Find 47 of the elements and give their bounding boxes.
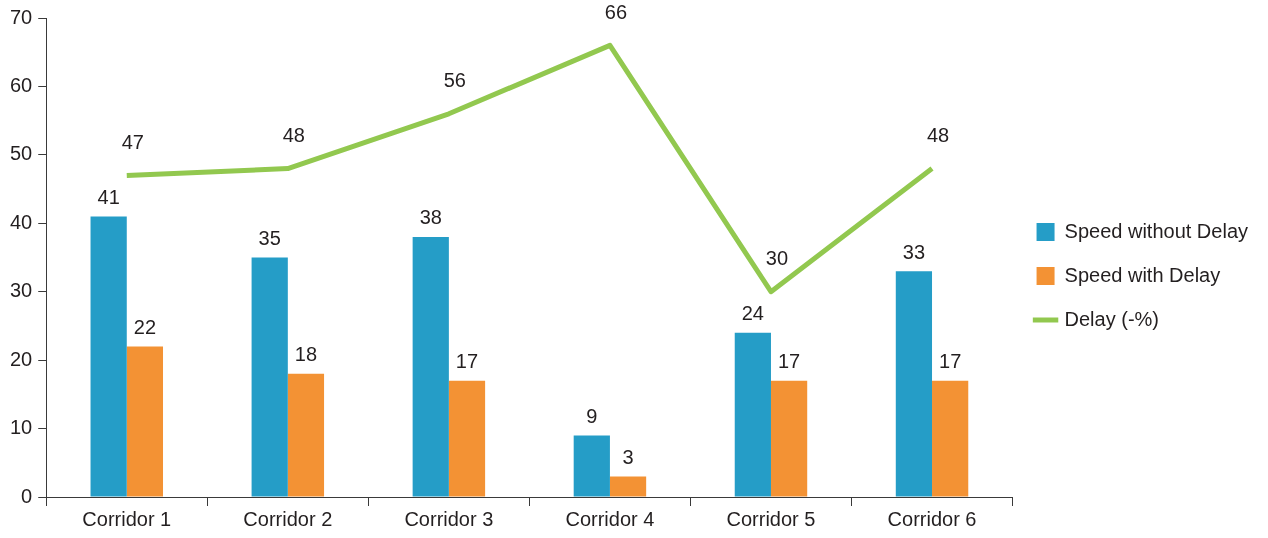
data-label: 47: [121, 130, 144, 153]
bar: [448, 380, 486, 497]
bar: [770, 380, 808, 497]
data-label: 17: [939, 350, 962, 373]
legend-label: Delay (-%): [1064, 307, 1160, 330]
data-label: 33: [902, 240, 926, 263]
data-label: 18: [294, 343, 318, 366]
y-tick-label: 20: [10, 347, 33, 370]
y-tick-label: 10: [10, 416, 33, 439]
bar: [932, 380, 969, 497]
x-tick-label: Corridor 3: [404, 507, 494, 530]
bar: [251, 257, 288, 497]
data-label: 22: [133, 315, 157, 338]
y-tick-label: 30: [10, 279, 33, 302]
bar: [573, 435, 610, 497]
x-tick-label: Corridor 2: [243, 507, 333, 530]
data-label: 3: [622, 445, 634, 468]
data-label: 9: [586, 404, 598, 427]
x-tick-label: Corridor 1: [82, 507, 172, 530]
data-label: 56: [443, 69, 466, 92]
y-tick-label: 0: [21, 484, 33, 507]
x-tick-label: Corridor 4: [565, 507, 655, 530]
data-label: 48: [282, 124, 305, 147]
data-label: 30: [765, 247, 789, 270]
bar: [90, 216, 127, 497]
data-label: 35: [258, 227, 281, 250]
x-tick-label: Corridor 6: [887, 507, 977, 530]
y-tick-label: 50: [10, 142, 33, 165]
bar: [895, 271, 933, 497]
y-tick-label: 70: [10, 5, 33, 28]
data-label: 24: [741, 302, 764, 325]
data-label: 66: [604, 0, 628, 23]
y-tick-label: 60: [10, 73, 33, 96]
bar: [126, 346, 164, 497]
bar: [287, 373, 325, 497]
data-label: 17: [455, 350, 479, 373]
data-label: 41: [97, 185, 120, 208]
bar: [412, 236, 449, 497]
bar: [609, 476, 647, 497]
legend-label: Speed without Delay: [1064, 219, 1249, 242]
data-label: 48: [926, 124, 950, 147]
legend-label: Speed with Delay: [1064, 263, 1221, 286]
data-label: 38: [419, 206, 442, 229]
bar: [734, 332, 771, 497]
y-tick-label: 40: [10, 210, 33, 233]
data-label: 17: [777, 350, 801, 373]
x-tick-label: Corridor 5: [726, 507, 816, 530]
